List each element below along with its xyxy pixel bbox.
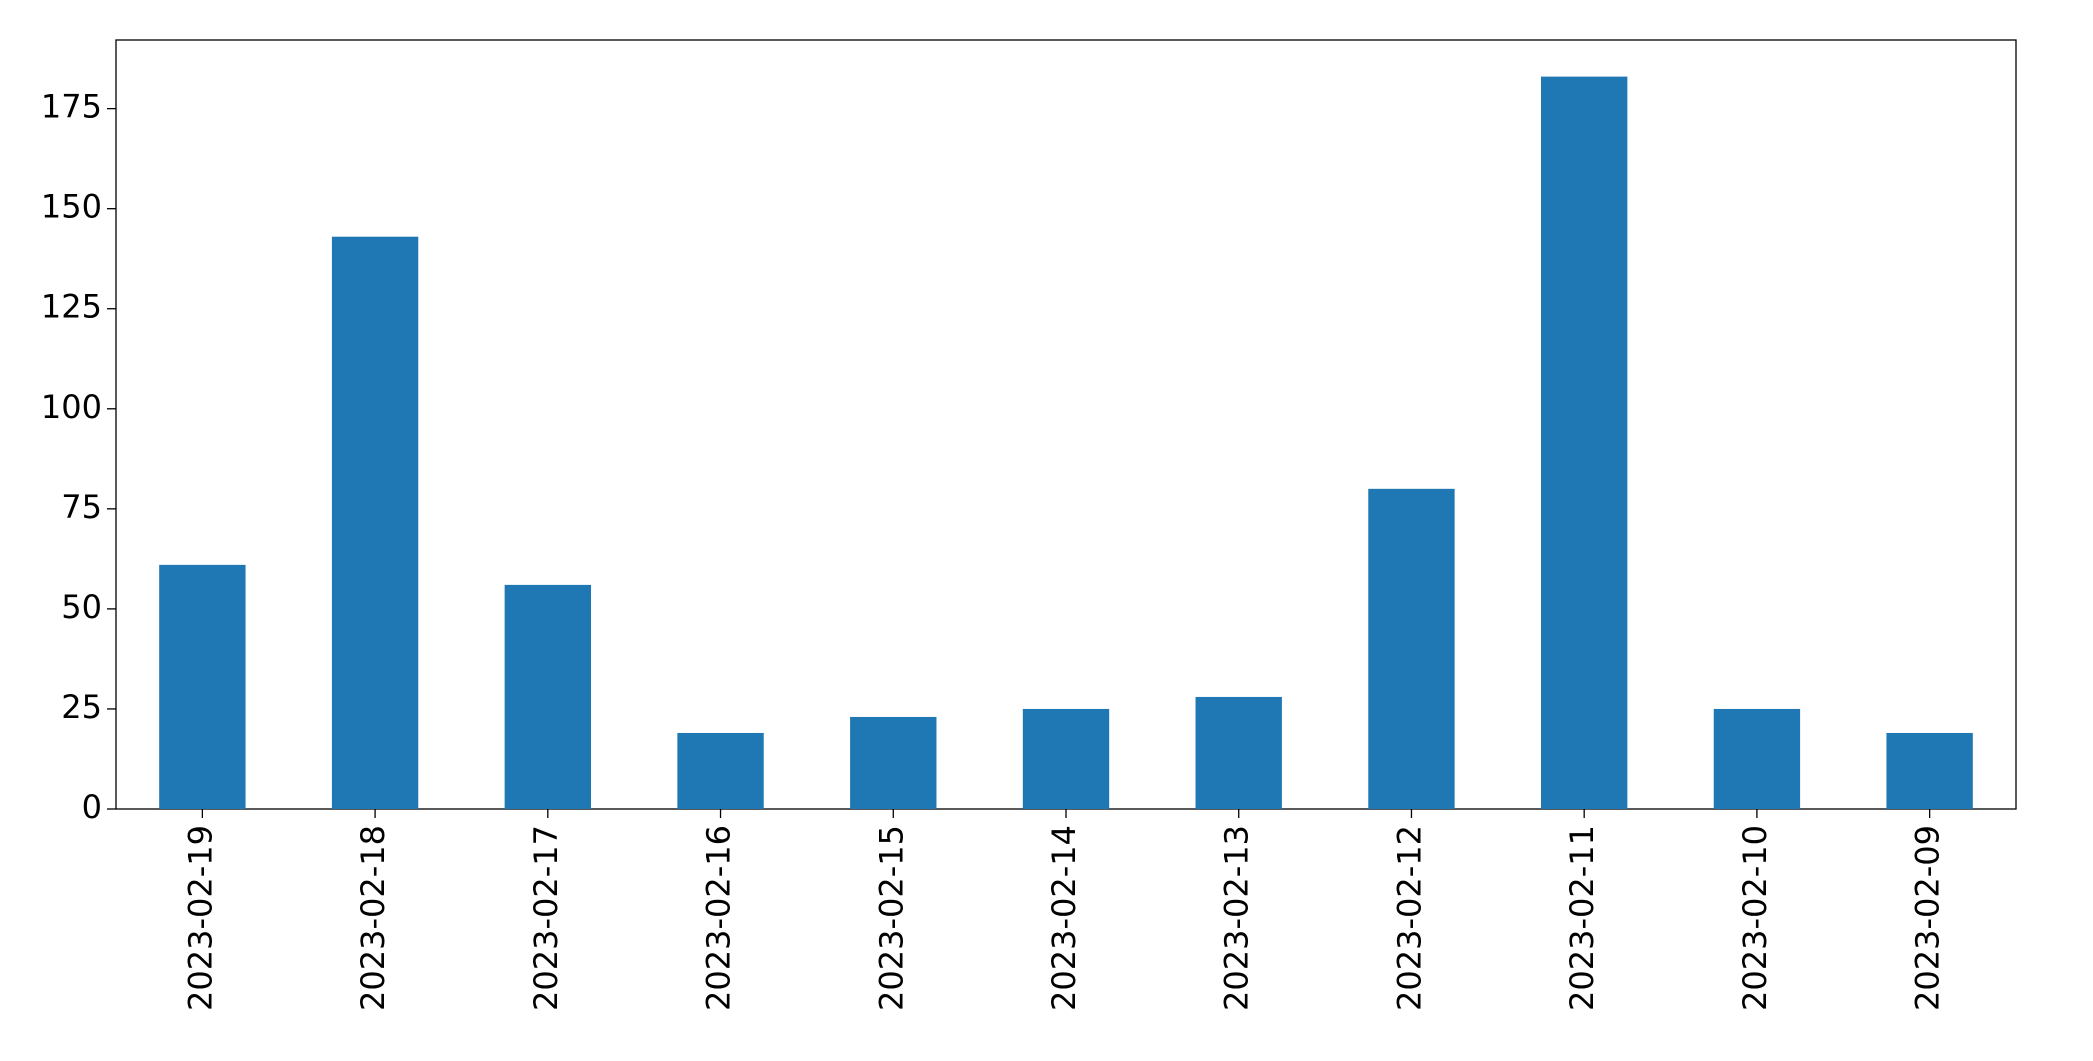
x-tick-label: 2023-02-11: [1563, 825, 1601, 1011]
bar: [159, 564, 246, 809]
bar: [1195, 696, 1282, 809]
x-tick-label: 2023-02-13: [1218, 825, 1256, 1011]
bar: [1886, 732, 1973, 809]
x-tick-label: 2023-02-15: [872, 825, 910, 1011]
y-tick-label: 25: [61, 688, 102, 726]
y-tick-label: 150: [41, 188, 102, 226]
x-tick-label: 2023-02-12: [1390, 825, 1428, 1011]
y-tick-label: 100: [41, 388, 102, 426]
x-tick-label: 2023-02-19: [181, 825, 219, 1011]
x-tick-label: 2023-02-17: [527, 825, 565, 1011]
bar: [504, 584, 591, 809]
y-tick-label: 125: [41, 288, 102, 326]
bar: [331, 236, 419, 809]
x-tick-label: 2023-02-10: [1736, 825, 1774, 1011]
bar: [1713, 708, 1801, 809]
bar: [677, 732, 764, 809]
y-tick-label: 75: [61, 488, 102, 526]
y-tick-label: 50: [61, 588, 102, 626]
bar: [1368, 488, 1455, 809]
bar: [850, 716, 937, 809]
x-tick-label: 2023-02-16: [700, 825, 738, 1011]
x-tick-label: 2023-02-18: [354, 825, 392, 1011]
x-tick-label: 2023-02-09: [1909, 825, 1947, 1011]
x-tick-label: 2023-02-14: [1045, 825, 1083, 1011]
bar: [1022, 708, 1110, 809]
y-tick-label: 0: [82, 788, 102, 826]
bar: [1541, 76, 1628, 810]
y-tick-label: 175: [41, 88, 102, 126]
